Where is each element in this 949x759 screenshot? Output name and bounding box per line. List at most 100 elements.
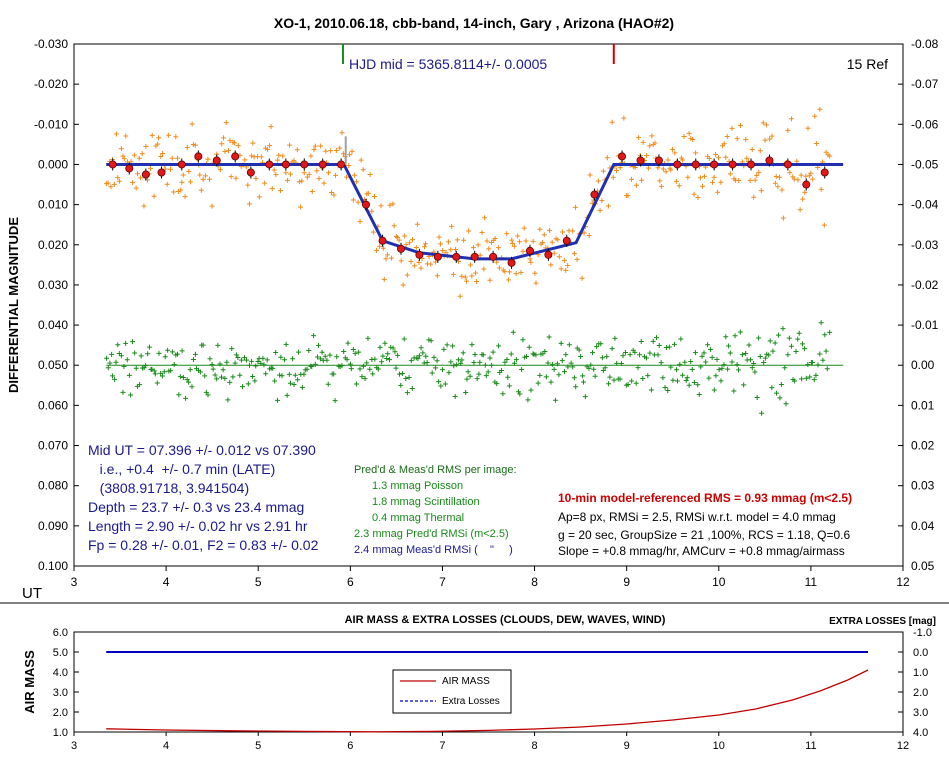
green-residual-point [359, 374, 365, 380]
orange-data-point [207, 176, 213, 182]
orange-data-point [749, 147, 755, 153]
orange-data-point [437, 241, 443, 247]
green-residual-point [318, 356, 324, 362]
orange-data-point [464, 278, 470, 284]
green-residual-point [306, 347, 312, 353]
orange-data-point [374, 247, 380, 253]
green-residual-point [769, 385, 775, 391]
green-residual-point [537, 372, 543, 378]
orange-data-point [604, 155, 610, 161]
green-residual-point [682, 359, 688, 365]
orange-data-point [377, 243, 383, 249]
green-residual-point [344, 357, 350, 363]
green-residual-point [692, 350, 698, 356]
orange-data-point [333, 172, 339, 178]
green-residual-point [770, 348, 776, 354]
orange-data-point [647, 143, 653, 149]
binned-point [544, 250, 553, 259]
green-residual-point [464, 376, 470, 382]
orange-data-point [393, 233, 399, 239]
orange-data-point [408, 259, 414, 265]
binned-point [378, 236, 387, 245]
orange-data-point [258, 154, 264, 160]
airmass-series-layer [106, 651, 869, 733]
y-tick-label-left: 0.010 [38, 198, 68, 212]
green-residual-point [565, 364, 571, 370]
green-residual-point [476, 371, 482, 377]
green-residual-point [438, 383, 444, 389]
green-residual-point [169, 349, 175, 355]
orange-data-point [803, 173, 809, 179]
orange-data-point [380, 245, 386, 251]
orange-data-point [693, 150, 699, 156]
green-residual-point [396, 371, 402, 377]
green-residual-point [670, 377, 676, 383]
green-residual-point [471, 360, 477, 366]
orange-data-point [600, 168, 606, 174]
binned-point [141, 170, 150, 179]
orange-data-point [530, 238, 536, 244]
legend-box [392, 669, 512, 714]
losses-y-tick-label: 2.0 [913, 687, 928, 699]
orange-data-point [387, 202, 393, 208]
orange-data-point [182, 194, 188, 200]
green-residual-point [802, 346, 808, 352]
green-residual-point [734, 362, 740, 368]
green-residual-point [699, 353, 705, 359]
orange-data-point [143, 144, 149, 150]
binned-point [177, 160, 186, 169]
green-residual-point [249, 358, 255, 364]
green-residual-point [279, 373, 285, 379]
green-residual-point [442, 381, 448, 387]
green-residual-point [823, 348, 829, 354]
green-residual-point [668, 364, 674, 370]
orange-data-point [676, 183, 682, 189]
orange-data-point [649, 133, 655, 139]
orange-data-point [139, 151, 145, 157]
green-residual-point [606, 381, 612, 387]
binned-point [636, 156, 645, 165]
orange-data-point [473, 270, 479, 276]
orange-data-point [346, 162, 352, 168]
green-residual-point [467, 373, 473, 379]
orange-data-point [221, 135, 227, 141]
green-residual-point [406, 375, 412, 381]
orange-data-point [308, 153, 314, 159]
green-residual-point [602, 365, 608, 371]
orange-data-point [398, 258, 404, 264]
green-residual-point [510, 329, 516, 335]
orange-data-point [504, 231, 510, 237]
green-residual-point [786, 335, 792, 341]
orange-data-point [760, 120, 766, 126]
green-residual-point [767, 338, 773, 344]
hjd-mid-label: HJD mid = 5365.8114+/- 0.0005 [349, 56, 547, 72]
orange-data-point [474, 278, 480, 284]
rms-header: Pred'd & Meas'd RMS per image: [354, 464, 517, 476]
green-residual-point [592, 373, 598, 379]
orange-data-point [563, 267, 569, 273]
orange-data-point [532, 270, 538, 276]
orange-data-point [657, 178, 663, 184]
green-residual-point [612, 335, 618, 341]
rms-thermal: 0.4 mmag Thermal [372, 512, 464, 524]
binned-point [710, 160, 719, 169]
green-residual-point [454, 362, 460, 368]
orange-data-point [794, 158, 800, 164]
orange-data-point [412, 263, 418, 269]
orange-data-point [754, 173, 760, 179]
orange-data-point [402, 233, 408, 239]
orange-data-point [433, 259, 439, 265]
green-residual-point [232, 360, 238, 366]
green-residual-point [290, 356, 296, 362]
green-residual-point [780, 326, 786, 332]
green-residual-point [113, 359, 119, 365]
orange-data-point [331, 192, 337, 198]
green-residual-point [227, 379, 233, 385]
green-residual-point [118, 353, 124, 359]
note-mid-ut: Mid UT = 07.396 +/- 0.012 vs 07.390 [88, 442, 316, 458]
orange-data-point [518, 269, 524, 275]
orange-data-point [772, 180, 778, 186]
green-residual-point [496, 343, 502, 349]
orange-data-point [586, 233, 592, 239]
orange-data-point [136, 155, 142, 161]
